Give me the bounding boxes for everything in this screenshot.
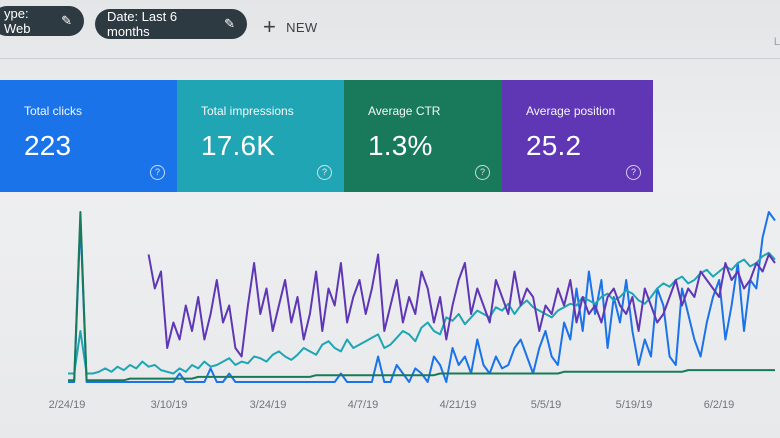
average-position-label: Average position [526,104,616,118]
x-tick-label: 3/24/19 [250,399,287,411]
total-impressions-card[interactable]: Total impressions 17.6K ? [177,80,344,192]
date-filter-label: Date: Last 6 months [107,9,178,39]
total-clicks-label: Total clicks [24,104,83,118]
help-circle-icon[interactable]: ? [626,165,641,180]
help-circle-icon[interactable]: ? [150,165,165,180]
pencil-icon[interactable]: ✎ [224,16,235,31]
x-axis: 2/24/19 3/10/19 3/24/19 4/7/19 4/21/19 5/5/19… [49,399,735,411]
performance-chart[interactable]: 2/24/19 3/10/19 3/24/19 4/7/19 4/21/19 5/5/19… [0,196,780,438]
average-ctr-card[interactable]: Average CTR 1.3% ? [344,80,502,192]
ctr-series-line [68,211,775,382]
average-position-value: 25.2 [526,130,582,161]
average-position-card[interactable]: Average position 25.2 ? [502,80,653,192]
total-clicks-card[interactable]: Total clicks 223 ? [0,80,177,192]
total-impressions-value: 17.6K [201,130,276,161]
plus-icon: + [263,14,277,39]
total-clicks-value: 223 [24,130,72,161]
pencil-icon[interactable]: ✎ [61,13,72,28]
help-circle-icon[interactable]: ? [475,165,490,180]
date-filter-chip[interactable]: Date: Last 6 months ✎ [95,9,247,39]
average-ctr-label: Average CTR [368,104,441,118]
x-tick-label: 2/24/19 [49,399,86,411]
total-impressions-label: Total impressions [201,104,294,118]
x-tick-label: 3/10/19 [151,399,188,411]
new-filter-label: NEW [286,19,318,35]
new-filter-button[interactable]: + NEW [263,16,317,38]
series-layer [68,211,776,383]
search-type-filter-label: ype: Web [4,6,31,36]
help-circle-icon[interactable]: ? [317,165,332,180]
average-ctr-value: 1.3% [368,130,433,161]
x-tick-label: 4/7/19 [348,399,379,411]
x-tick-label: 6/2/19 [704,399,735,411]
search-type-filter-chip[interactable]: ype: Web ✎ [0,6,84,36]
x-tick-label: 5/19/19 [616,399,653,411]
x-tick-label: 4/21/19 [440,399,477,411]
position-series-line [147,253,776,358]
x-tick-label: 5/5/19 [531,399,562,411]
impressions-series-line [68,251,776,375]
last-updated-fragment: L [773,36,780,48]
divider [0,58,780,59]
